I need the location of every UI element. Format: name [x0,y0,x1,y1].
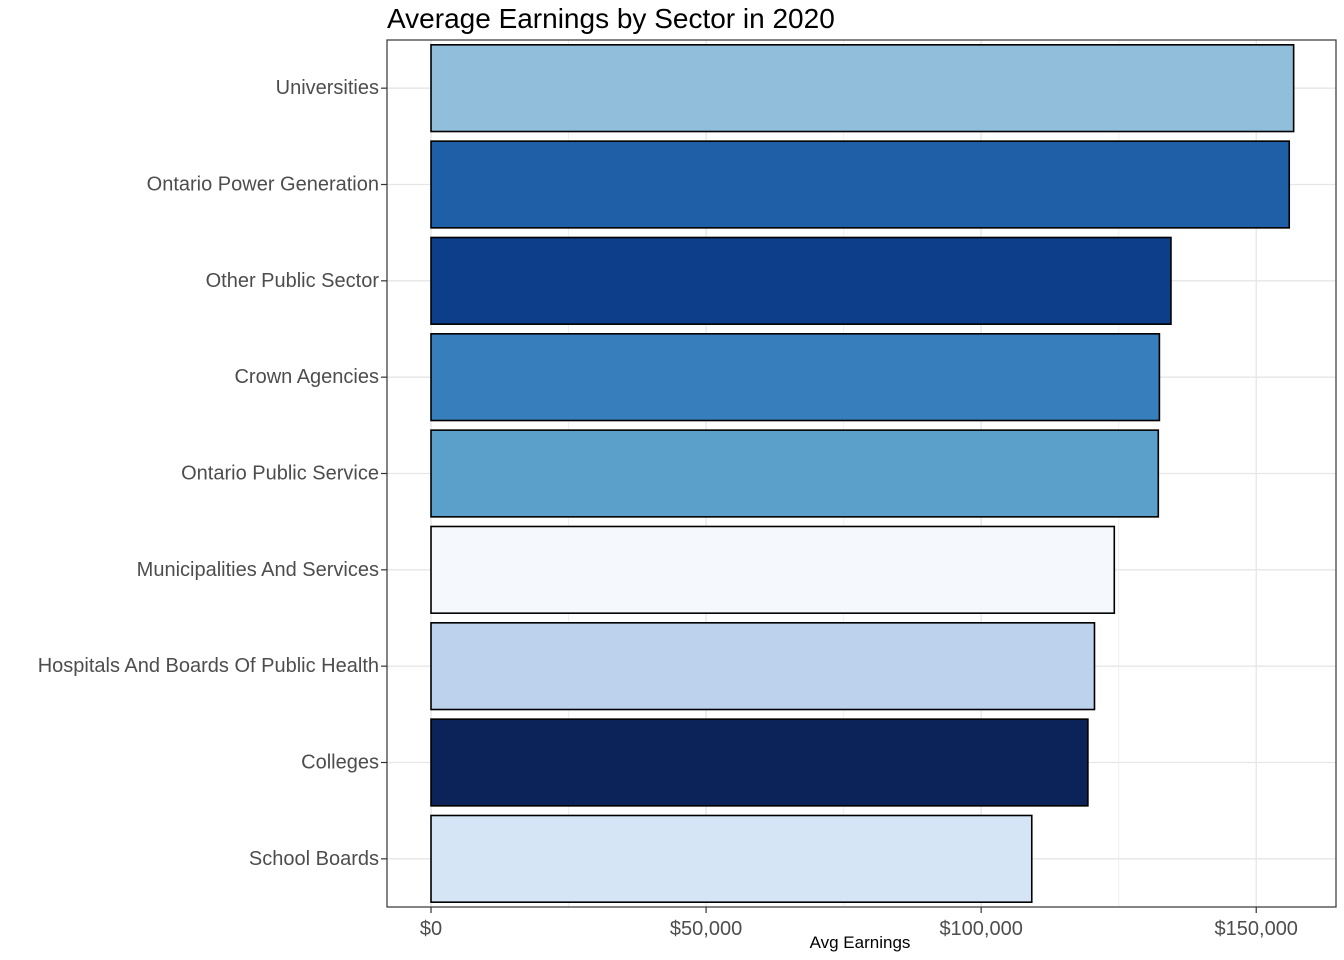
bar-ontario-power-generation [430,140,1291,229]
y-tick-label: Crown Agencies [234,366,379,388]
y-tick-label: Colleges [301,752,379,774]
y-tick-label: Ontario Power Generation [147,174,379,196]
y-tick-label: Municipalities And Services [137,559,379,581]
bar-ontario-public-service [430,429,1160,518]
x-tick-label: $0 [420,918,442,940]
x-tick-label: $100,000 [939,918,1022,940]
y-tick-label: Other Public Sector [206,270,380,292]
bar-hospitals-and-boards-of-public-health [430,622,1096,711]
y-tick-label: Universities [276,77,379,99]
y-tick-label: School Boards [249,848,379,870]
x-axis-title: Avg Earnings [810,933,911,952]
y-tick-label: Ontario Public Service [181,463,379,485]
x-tick-label: $50,000 [670,918,742,940]
x-tick-label: $150,000 [1215,918,1298,940]
bar-school-boards [430,814,1033,903]
bar-colleges [430,718,1089,807]
bar-universities [430,44,1295,133]
plot-area: Universities Ontario Power Generation Othe… [38,39,1337,940]
y-tick-label: Hospitals And Boards Of Public Health [38,655,379,677]
bar-other-public-sector [430,236,1172,325]
chart-title: Average Earnings by Sector in 2020 [387,3,835,34]
bar-municipalities-and-services [430,525,1116,614]
bar-crown-agencies [430,333,1161,422]
